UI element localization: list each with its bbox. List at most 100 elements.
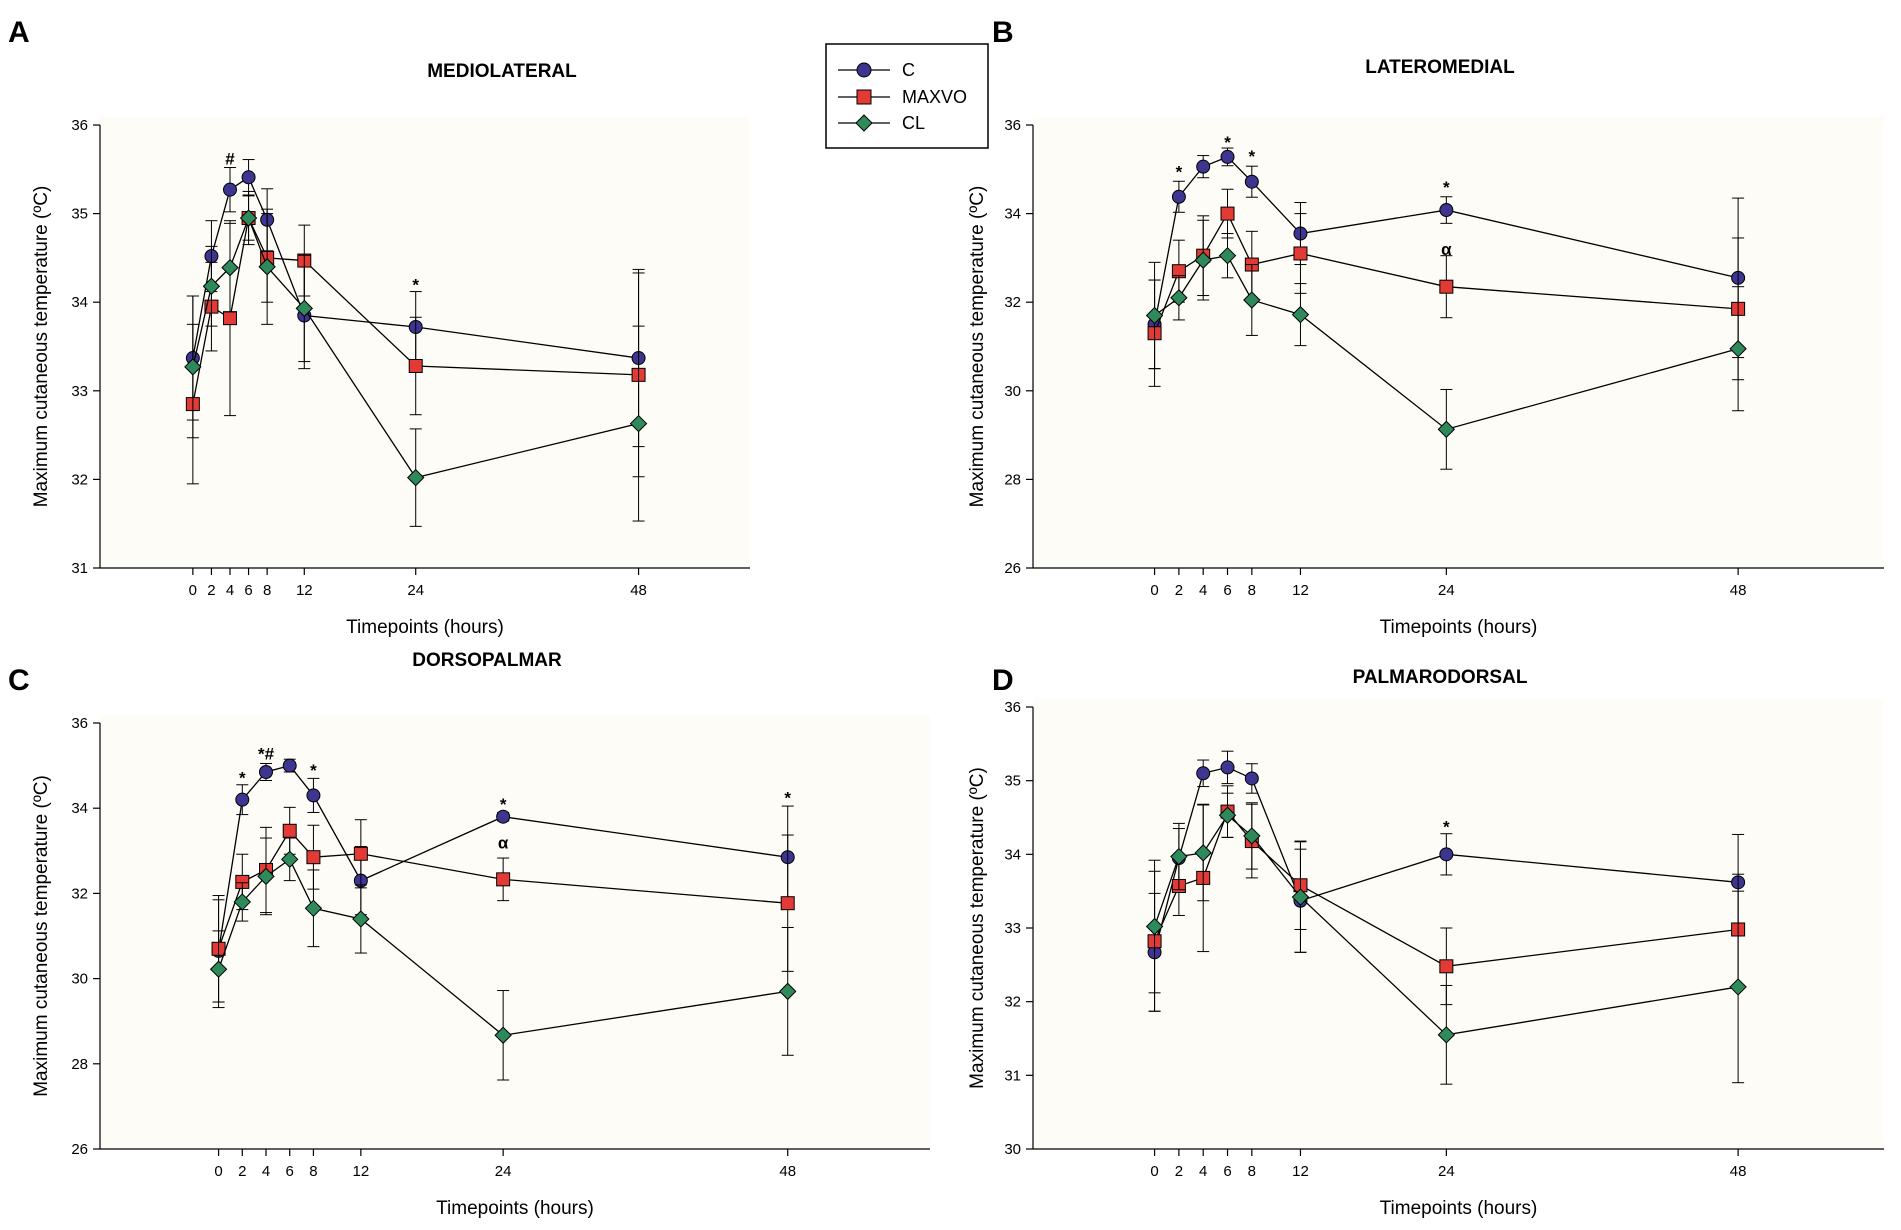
y-tick-label: 31 — [1004, 1067, 1021, 1084]
data-point-square — [223, 311, 237, 326]
x-tick-label: 24 — [1438, 582, 1455, 599]
x-axis-label: Timepoints (hours) — [346, 617, 504, 638]
data-point-diamond — [1170, 847, 1188, 866]
x-tick-label: 8 — [263, 582, 271, 599]
legend-circle-marker — [856, 62, 872, 78]
x-tick-label: 24 — [1438, 1163, 1455, 1180]
significance-mark: * — [412, 275, 419, 294]
series-line — [192, 176, 639, 359]
data-point-circle — [241, 170, 256, 185]
y-tick-label: 34 — [71, 294, 88, 311]
panel-title: DORSOPALMAR — [412, 650, 562, 671]
y-tick-label: 26 — [1004, 560, 1021, 577]
plot-area — [1033, 117, 1884, 568]
data-point-square — [408, 358, 423, 373]
y-tick-label: 35 — [71, 206, 88, 223]
panel-letter: C — [8, 664, 30, 697]
significance-mark: * — [1224, 133, 1231, 152]
data-point-diamond — [209, 960, 228, 978]
data-point-diamond — [1218, 246, 1237, 265]
series-cl — [1145, 219, 1747, 470]
data-point-diamond — [494, 1026, 512, 1044]
y-tick-label: 34 — [1004, 846, 1021, 863]
y-tick-label: 32 — [71, 885, 88, 902]
data-point-diamond — [304, 899, 323, 918]
data-point-diamond — [202, 277, 221, 295]
significance-mark: * — [310, 761, 317, 780]
data-point-circle — [259, 764, 273, 779]
x-tick-label: 12 — [296, 582, 313, 599]
x-tick-label: 4 — [226, 582, 234, 599]
data-point-circle — [1171, 189, 1186, 204]
x-tick-label: 2 — [207, 582, 215, 599]
x-tick-label: 2 — [1175, 582, 1183, 599]
data-point-diamond — [1243, 827, 1261, 845]
significance-mark: α — [498, 833, 509, 852]
significance-mark: α — [1441, 240, 1452, 259]
data-point-circle — [1244, 771, 1259, 786]
series-line — [1154, 254, 1739, 431]
data-point-circle — [1244, 174, 1259, 189]
data-point-diamond — [1291, 305, 1310, 324]
legend-entry-cl: CL — [838, 113, 925, 133]
y-axis-label: Maximum cutaneous temperature (ºC) — [31, 775, 52, 1097]
x-tick-label: 6 — [1223, 1163, 1231, 1180]
data-point-diamond — [1729, 340, 1747, 358]
y-tick-label: 35 — [1004, 773, 1021, 790]
x-tick-label: 8 — [309, 1163, 317, 1180]
x-tick-label: 6 — [1223, 582, 1231, 599]
data-point-diamond — [779, 982, 797, 1001]
data-point-diamond — [1218, 806, 1237, 824]
data-point-diamond — [184, 358, 202, 376]
data-point-square — [306, 850, 321, 865]
data-point-square — [1220, 206, 1235, 221]
legend-label-c: C — [902, 60, 915, 80]
significance-mark: * — [1443, 817, 1450, 836]
data-point-square — [353, 846, 368, 861]
plot-area — [100, 715, 930, 1149]
significance-mark: * — [239, 769, 246, 788]
data-point-diamond — [1170, 289, 1188, 307]
data-point-diamond — [281, 850, 299, 869]
x-tick-label: 48 — [630, 582, 647, 599]
y-tick-label: 32 — [1004, 294, 1021, 311]
y-tick-label: 33 — [71, 383, 88, 400]
x-tick-label: 24 — [495, 1163, 512, 1180]
data-point-diamond — [295, 299, 313, 318]
y-tick-label: 34 — [1004, 206, 1021, 223]
data-point-diamond — [1243, 291, 1261, 309]
plot-area — [100, 117, 750, 568]
significance-mark: *# — [258, 745, 275, 764]
legend-square-marker — [856, 89, 872, 105]
data-point-square — [282, 823, 297, 838]
x-tick-label: 48 — [1730, 1163, 1747, 1180]
y-tick-label: 33 — [1004, 920, 1021, 937]
panel-letter: A — [8, 16, 30, 49]
legend-box — [825, 43, 989, 149]
data-point-square — [1439, 959, 1454, 974]
x-tick-label: 2 — [238, 1163, 246, 1180]
data-point-circle — [1196, 159, 1211, 174]
significance-mark: * — [1176, 163, 1183, 182]
x-tick-label: 4 — [1199, 1163, 1207, 1180]
x-tick-label: 0 — [189, 582, 197, 599]
data-point-diamond — [352, 910, 370, 928]
y-tick-label: 30 — [71, 971, 88, 988]
data-point-diamond — [233, 893, 251, 911]
data-point-diamond — [1437, 420, 1456, 439]
x-tick-label: 8 — [1248, 582, 1256, 599]
series-cl — [1145, 792, 1747, 1085]
x-axis-label: Timepoints (hours) — [436, 1198, 594, 1219]
data-point-circle — [1220, 149, 1235, 164]
data-point-circle — [306, 788, 321, 803]
y-tick-label: 31 — [71, 560, 88, 577]
legend-entry-maxvo: MAXVO — [838, 87, 967, 107]
significance-mark: * — [784, 789, 791, 808]
panel-title: MEDIOLATERAL — [427, 61, 577, 82]
panel-letter: B — [992, 16, 1014, 49]
data-point-diamond — [1194, 251, 1212, 269]
data-point-diamond — [1437, 1026, 1456, 1044]
